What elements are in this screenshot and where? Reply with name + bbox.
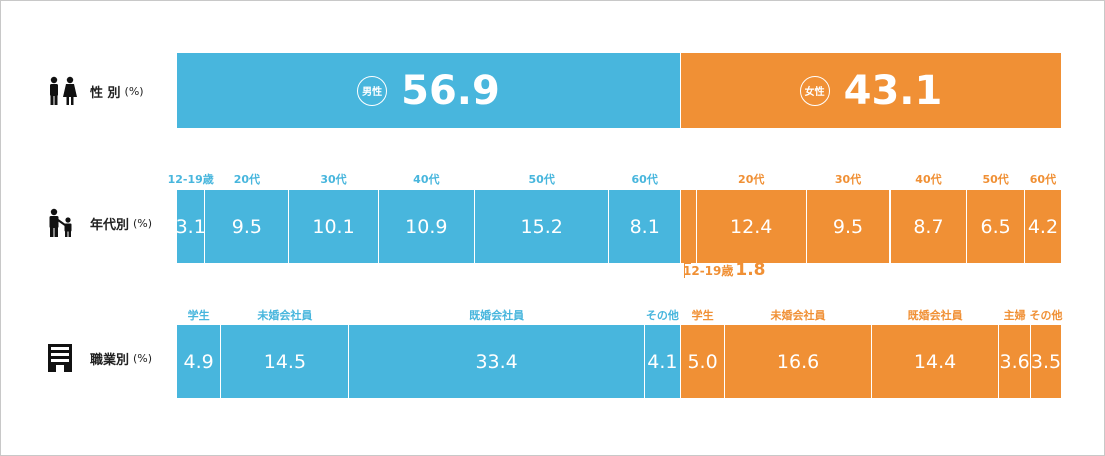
building-icon [48,344,72,372]
category-label: 未婚会社員 [770,309,826,322]
data-label: 3.6 [999,350,1030,373]
data-label: 9.5 [832,215,864,238]
bar-segment: 14.4 既婚会社員 [870,309,999,398]
category-label: 30代 [320,173,347,186]
row-label-gender: 性 別 (%) [46,76,144,106]
bar-segment: 14.5 未婚会社員 [220,309,349,398]
category-label: 30代 [834,173,862,186]
bar-segment: 女性 43.1 [679,53,1061,128]
data-label: 9.5 [231,215,262,238]
bar-segment: 9.5 30代 [805,173,890,263]
data-label: 5.0 [687,350,718,373]
category-badge: 女性 [799,75,830,106]
bar-segment: 男性 56.9 [177,53,680,128]
data-label: 8.1 [629,215,660,238]
category-label: 60代 [631,173,658,186]
callout-bracket [684,263,691,278]
bar-segment: 5.0 学生 [679,309,725,398]
data-label: 4.9 [183,350,214,373]
row-label-text: 性 別 [90,85,121,101]
category-label: その他 [645,309,679,322]
data-label: 10.1 [312,215,355,238]
bar-segment: 9.5 20代 [204,173,289,263]
category-label: 12-19歳 [167,173,214,186]
data-label: 14.4 [913,350,957,373]
data-label: 3.1 [175,215,206,238]
category-label: 学生 [187,309,210,322]
category-label: 既婚会社員 [907,309,963,322]
data-label: 12.4 [730,215,773,238]
row-label-unit: (%) [133,351,153,365]
category-badge: 男性 [357,75,388,106]
category-label: 主婦 [1003,309,1026,322]
segment-value-group: 女性 43.1 [681,53,1061,128]
category-label: 20代 [738,173,765,186]
bar-segment: 3.6 主婦 [998,309,1031,398]
category-label: 50代 [528,173,555,186]
bar-segment: 15.2 50代 [474,173,609,263]
data-label: 10.9 [405,215,448,238]
callout-category: 12-19歳 [683,264,734,278]
data-label: 14.5 [263,350,307,373]
bar-segment: 10.9 40代 [377,173,474,263]
bar-segment: 12.4 20代 [695,173,806,263]
row-label-occupation: 職業別 (%) [46,343,152,373]
row-label-text: 年代別 [90,217,130,233]
couple-icon [50,76,77,105]
bar-segment: 3.5 その他 [1030,309,1063,398]
data-label: 4.1 [647,350,678,373]
category-label: 40代 [915,173,942,186]
segment-value-group: 男性 56.9 [177,53,680,128]
data-label: 33.4 [475,350,518,373]
data-label: 6.5 [980,215,1011,238]
bar-segment: 8.1 60代 [608,173,680,263]
data-label: 16.6 [776,350,820,373]
row-label-unit: (%) [124,84,144,98]
bar-segment: 4.2 60代 [1023,173,1061,263]
bar-segment: 3.1 12-19歳 [168,173,214,263]
data-label: 15.2 [520,215,563,238]
parent-child-icon [49,208,72,237]
category-label: 既婚会社員 [469,309,525,322]
data-label: 3.5 [1030,350,1062,373]
bar-segment [679,190,696,263]
bar-segment: 10.1 30代 [288,173,378,263]
data-label: 4.2 [1027,215,1059,238]
callout-value: 1.8 [735,260,766,280]
row-label-age: 年代別 (%) [46,208,152,238]
category-label: 20代 [233,173,261,186]
data-label: 43.1 [843,67,943,114]
bar-segment: 4.9 学生 [177,309,221,398]
category-label: その他 [1029,309,1063,322]
data-label: 56.9 [401,67,500,114]
bar-segment: 33.4 既婚会社員 [348,309,644,398]
row-label-text: 職業別 [90,352,130,368]
category-label: 50代 [982,173,1009,186]
callout-female-12-19: 12-19歳 1.8 [683,262,766,279]
row-label-unit: (%) [133,216,153,230]
category-label: 学生 [691,309,714,322]
category-label: 未婚会社員 [257,309,313,322]
bar-segment: 4.1 その他 [643,309,680,398]
data-label: 8.7 [913,215,944,238]
bar-segment: 16.6 未婚会社員 [724,309,871,398]
bar-segment: 6.5 50代 [966,173,1024,263]
category-label: 60代 [1029,173,1057,186]
bar-segment: 8.7 40代 [889,173,967,263]
category-label: 40代 [413,173,440,186]
